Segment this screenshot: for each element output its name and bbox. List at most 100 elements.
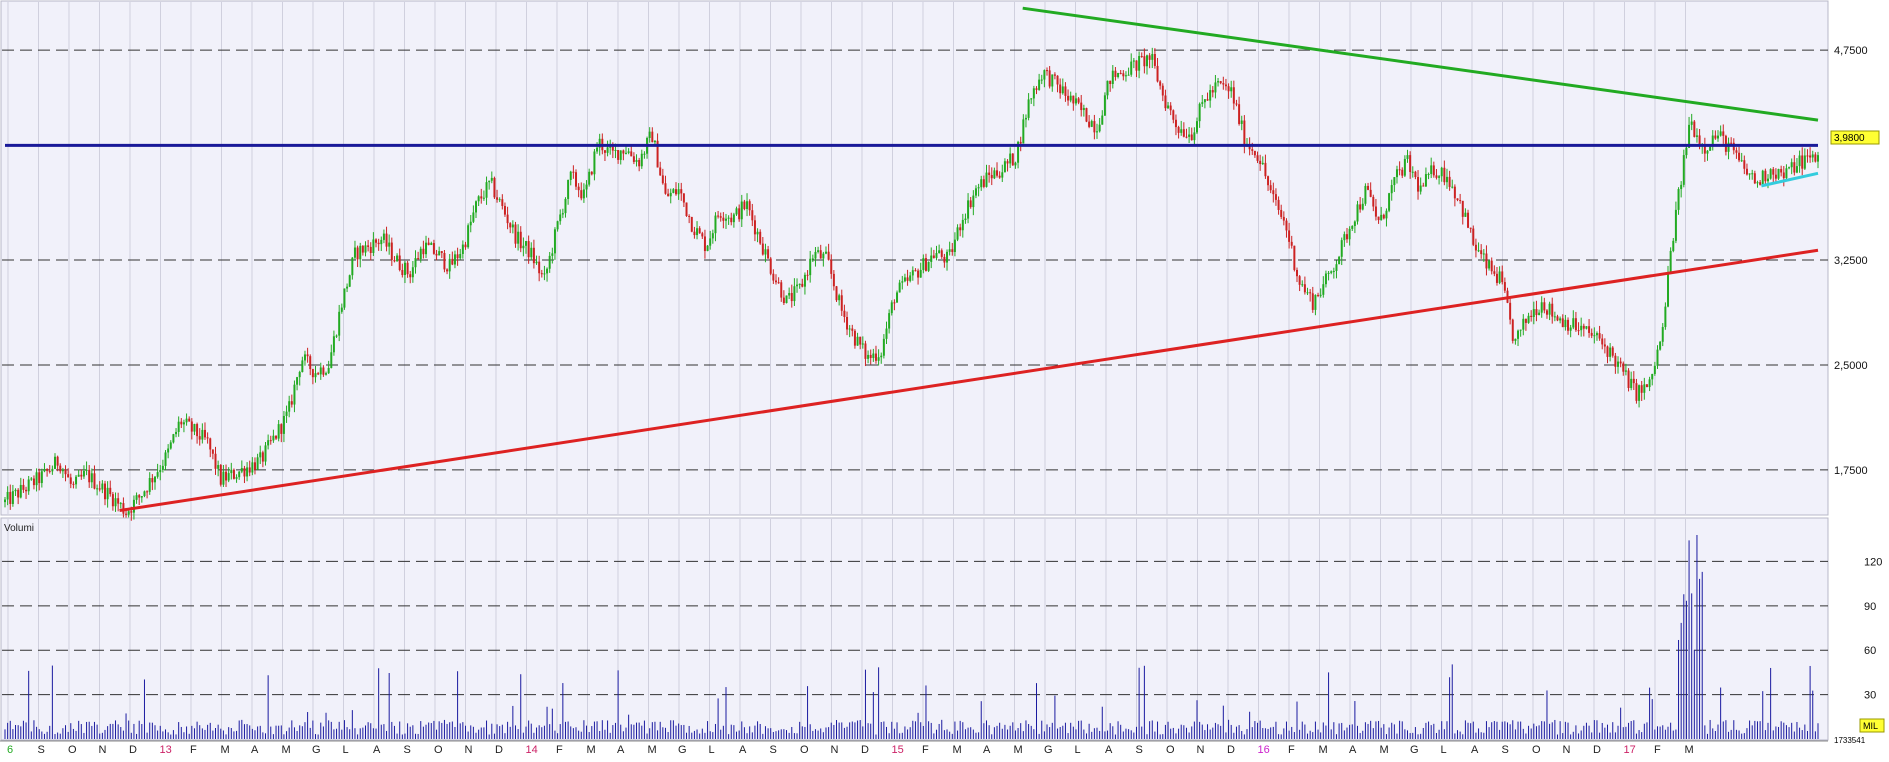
candle-body — [1774, 174, 1777, 179]
candle-body — [1672, 240, 1675, 251]
candle-body — [406, 262, 409, 275]
candle-body — [543, 273, 546, 275]
candle-body — [361, 245, 364, 253]
candle-body — [1740, 160, 1743, 162]
candle-body — [1759, 182, 1762, 185]
time-tick-label: L — [343, 744, 349, 756]
candle-body — [525, 241, 528, 246]
time-tick-label: N — [1197, 744, 1205, 756]
grid — [2, 2, 1828, 739]
candle-body — [924, 258, 927, 271]
candle-body — [435, 253, 438, 256]
candle-body — [61, 469, 64, 472]
candle-body — [585, 184, 588, 190]
candle-body — [982, 179, 985, 187]
candle-body — [1335, 264, 1338, 271]
candle-body — [514, 224, 517, 244]
time-tick-label: O — [1166, 744, 1175, 756]
candle-body — [1577, 330, 1580, 332]
candle-body — [851, 328, 854, 331]
time-tick-label: 15 — [892, 744, 904, 756]
candle-body — [824, 251, 827, 254]
candle-body — [674, 189, 677, 195]
candle-body — [501, 199, 504, 206]
candle-body — [972, 195, 975, 208]
candle-body — [632, 156, 635, 162]
candle-body — [1185, 136, 1188, 138]
candle-body — [1556, 316, 1559, 321]
time-tick-label: M — [1380, 744, 1389, 756]
candle-body — [530, 247, 533, 258]
candle-body — [538, 261, 541, 274]
candle-body — [219, 465, 222, 485]
candle-body — [848, 328, 851, 330]
candle-body — [1722, 131, 1725, 136]
candle-body — [430, 243, 433, 246]
time-tick-label: A — [1349, 744, 1357, 756]
candle-body — [727, 217, 730, 219]
candle-body — [898, 282, 901, 293]
candle-body — [222, 471, 225, 485]
candle-body — [843, 310, 846, 317]
candle-body — [1561, 318, 1564, 328]
candle-body — [548, 255, 551, 269]
candle-body — [1448, 176, 1451, 187]
candle-body — [774, 280, 777, 283]
candle-body — [169, 442, 172, 449]
candle-body — [946, 251, 949, 263]
candle-body — [498, 199, 501, 201]
candle-body — [253, 462, 256, 470]
candle-body — [869, 354, 872, 359]
candle-body — [932, 255, 935, 258]
candle-body — [1374, 206, 1377, 217]
candle-body — [1709, 146, 1712, 151]
time-tick-label: L — [1075, 744, 1081, 756]
trendlines — [5, 6, 1819, 512]
candle-body — [1511, 319, 1514, 341]
candle-body — [317, 373, 320, 375]
candle-body — [761, 243, 764, 255]
candle-body — [1269, 185, 1272, 191]
candle-body — [482, 197, 485, 199]
candle-body — [790, 292, 793, 302]
candle-body — [203, 429, 206, 438]
candle-body — [1719, 131, 1722, 136]
candle-body — [135, 495, 138, 500]
candle-body — [893, 302, 896, 304]
candle-body — [1027, 99, 1030, 118]
candle-body — [127, 511, 130, 515]
volume-tick-label: 30 — [1864, 690, 1876, 702]
price-series — [4, 47, 1819, 521]
time-tick-label: L — [1441, 744, 1447, 756]
time-tick-label: M — [1014, 744, 1023, 756]
candle-body — [267, 440, 270, 446]
candle-body — [453, 254, 456, 265]
candle-body — [259, 452, 262, 458]
candle-body — [1782, 172, 1785, 179]
candle-body — [1140, 56, 1143, 58]
candle-body — [411, 267, 414, 278]
candle-body — [1198, 103, 1201, 122]
candle-body — [1645, 384, 1648, 388]
candle-body — [1488, 260, 1491, 269]
candle-body — [119, 503, 122, 505]
candle-body — [561, 213, 564, 215]
candle-body — [906, 277, 909, 281]
candle-body — [251, 462, 254, 473]
candle-body — [1124, 75, 1127, 77]
candle-body — [356, 247, 359, 260]
candle-body — [343, 288, 346, 308]
volume-tick-label: 90 — [1864, 601, 1876, 613]
candle-body — [1793, 162, 1796, 173]
candle-body — [1314, 294, 1317, 310]
candle-body — [840, 295, 843, 311]
candle-body — [1051, 74, 1054, 87]
candle-body — [490, 177, 493, 181]
candle-body — [1190, 134, 1193, 141]
candle-body — [1061, 86, 1064, 94]
candle-body — [1817, 155, 1819, 162]
candle-body — [732, 214, 735, 223]
candle-body — [103, 483, 106, 500]
candle-body — [1535, 309, 1538, 316]
candle-body — [1090, 121, 1093, 127]
